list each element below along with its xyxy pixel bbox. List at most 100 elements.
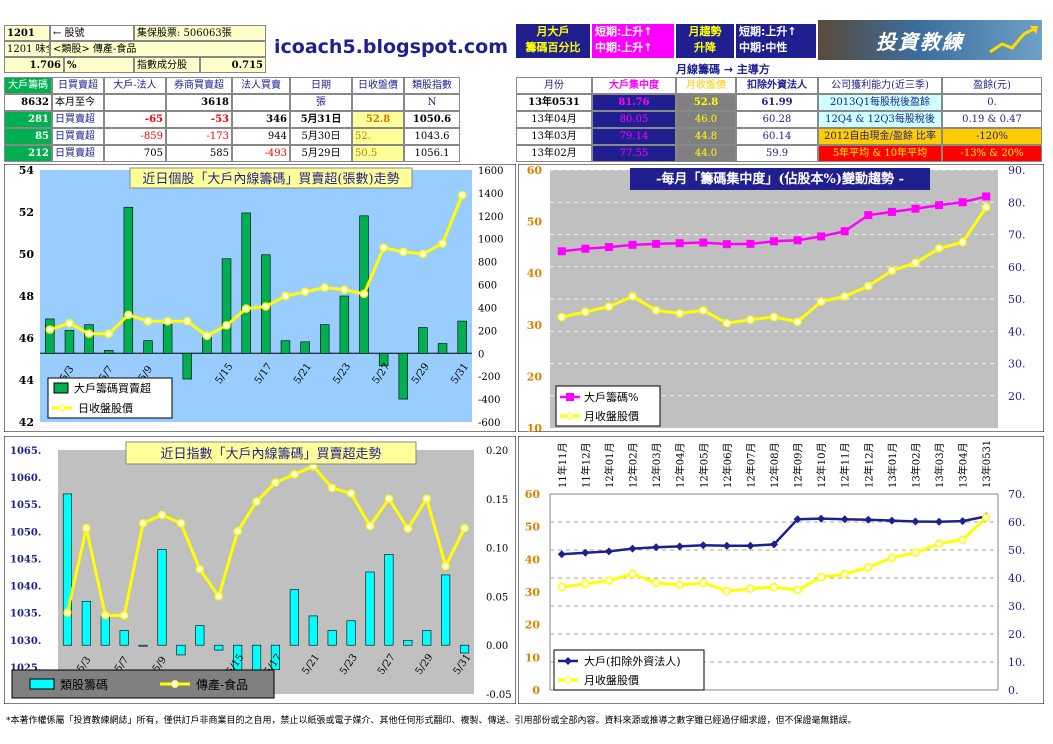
- chart1-price-point: [124, 310, 133, 320]
- left-data-cell: -493: [232, 145, 290, 162]
- chart4-y-tick: 30: [525, 586, 541, 599]
- chart4-x-tick: 11年12月: [579, 443, 592, 488]
- chart3-bar: [214, 644, 224, 651]
- chart3-index-point: [82, 523, 91, 533]
- chart2-major-point: [864, 211, 873, 220]
- left-header-cell: 大戶籌碼: [4, 77, 52, 94]
- stock-code[interactable]: 1201: [4, 25, 50, 41]
- monthly-major-box: 月大戶 籌碼百分比: [516, 24, 590, 58]
- chart3-legend-index: 傳產-食品: [196, 677, 248, 692]
- chart2-y2-tick: 90.: [1008, 164, 1026, 177]
- left-data-cell: 日買賣超: [52, 128, 104, 145]
- chart1-y-tick: 46: [19, 332, 35, 345]
- chart3-bar: [289, 589, 299, 646]
- chart2-y-tick: 30: [527, 319, 543, 332]
- chart2-y2-tick: 50.: [1008, 293, 1026, 306]
- chart1-price-point: [222, 321, 231, 330]
- chart4-x-tick: 13年03月: [933, 443, 946, 488]
- chart1-y-tick: 42: [19, 416, 34, 429]
- chart4-y-tick: 10: [525, 651, 541, 664]
- left-data-cell: 5月30日: [290, 128, 352, 145]
- stock-code-label: ← 股號: [50, 25, 134, 41]
- chart3-y-tick: 1030.: [10, 636, 41, 647]
- right-data-cell: 80.05: [592, 111, 676, 128]
- chart1-price-point: [379, 243, 388, 252]
- chart3-index-point: [233, 527, 242, 536]
- chart1-bar: [457, 320, 467, 354]
- chart4-major-point: [628, 544, 637, 553]
- chart2-legend-major: 大戶籌碼%: [584, 390, 638, 404]
- chart4-price-point: [887, 553, 897, 562]
- chart3-bar: [384, 554, 394, 646]
- chart4-y2-tick: 40.: [1008, 572, 1026, 585]
- chart3-bar: [81, 600, 91, 646]
- chart1-price-point: [84, 329, 94, 339]
- chart1-y2-tick: 400: [478, 303, 497, 314]
- left-header-cell: 日收盤價: [352, 77, 404, 94]
- chart3-bar: [195, 625, 205, 646]
- chart1-bar: [104, 350, 114, 354]
- chart4-x-tick: 12年09月: [792, 443, 805, 488]
- chart1-bar: [300, 341, 310, 354]
- chart4-legend-price: 月收盤股價: [584, 673, 639, 687]
- chart1-bar: [398, 352, 408, 400]
- chart2-price-point: [699, 306, 708, 315]
- chart1-bar: [241, 212, 251, 354]
- chart2-major-point: [675, 239, 684, 248]
- chart3-title-box: [125, 441, 417, 465]
- chart1-bar: [182, 352, 192, 380]
- chart2-major-point: [887, 207, 896, 216]
- monthly-trend-box: 月趨勢 升降: [676, 24, 734, 58]
- left-header-cell: 日買賣超: [52, 77, 104, 94]
- chart4-price-point: [699, 578, 708, 588]
- chart1-bar: [64, 330, 75, 354]
- chart2-major-point: [817, 232, 826, 241]
- chart3-legend-bars: 類股籌碼: [60, 678, 108, 692]
- chart-major-ex-foreign: 0 10 20 30 40 50 60 0. 10. 20. 30. 40. 50. 60. 70. 11年1…: [518, 436, 1044, 704]
- chart3-bar: [119, 630, 129, 646]
- chart3-index-point: [403, 524, 413, 533]
- right-data-cell: 2013Q1每股稅後盈餘: [818, 94, 942, 111]
- left-data-cell: 52.8: [352, 111, 404, 128]
- monthly-trend-line2: 升降: [694, 41, 716, 54]
- chart4-legend-box: [553, 649, 705, 691]
- chart1-y-tick: 50: [19, 248, 35, 261]
- chart4-price-point: [557, 582, 567, 592]
- chart2-legend-price: 月收盤股價: [584, 409, 639, 423]
- chart2-major-point: [793, 236, 802, 245]
- chart1-y2-tick: 200: [478, 326, 497, 337]
- chart1-y2-tick: 1600: [478, 166, 503, 177]
- chart4-major-point: [887, 516, 896, 525]
- short-term-up-2: 短期:上升↑: [739, 25, 797, 38]
- right-header-cell: 大戶集中度: [592, 77, 676, 94]
- chart1-legend-swatch-price-dot: [58, 404, 66, 412]
- chart2-y2-tick: 80.: [1008, 196, 1026, 209]
- chart1-bar: [162, 324, 173, 354]
- right-data-cell: 2012自由現金/盈餘 比率: [818, 128, 942, 145]
- chart1-price-point: [418, 249, 428, 259]
- chart1-y2-tick: 600: [478, 281, 497, 292]
- chart2-price-point: [651, 306, 661, 315]
- right-data-cell: 46.0: [676, 111, 736, 128]
- chart3-index-point: [460, 523, 469, 533]
- chart4-x-tick: 12年10月: [815, 443, 828, 488]
- chart4-price-point: [864, 563, 873, 572]
- left-unit-cell: [232, 94, 290, 111]
- chart1-bar: [320, 324, 330, 354]
- chart2-price-point: [557, 312, 567, 322]
- chart1-price-line: [49, 194, 464, 338]
- chart3-y2-tick: 0.10: [486, 544, 508, 555]
- chart4-x-tick: 12年07月: [744, 443, 757, 488]
- chart4-price-point: [628, 569, 637, 579]
- chart2-price-point: [887, 266, 897, 275]
- chart3-y-tick: 1050.: [10, 527, 41, 538]
- right-data-cell: 60.28: [736, 111, 818, 128]
- chart3-index-point: [195, 565, 205, 574]
- chart1-bar: [437, 343, 448, 354]
- chart4-price-point: [911, 548, 920, 558]
- chart1-y2-tick: 1000: [478, 235, 503, 246]
- chart4-y2-tick: 70.: [1008, 488, 1026, 501]
- blog-title[interactable]: icoach5.blogspot.com: [274, 36, 509, 58]
- chart2-price-point: [981, 202, 991, 212]
- chart1-price-point: [281, 291, 290, 301]
